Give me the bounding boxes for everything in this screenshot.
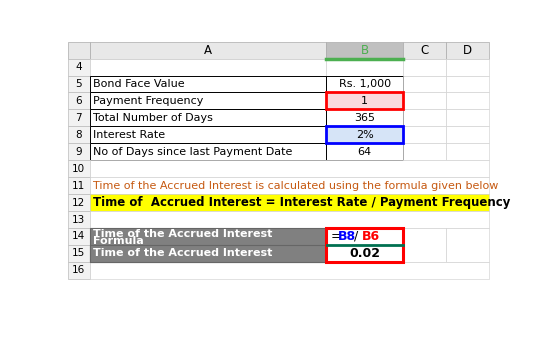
Bar [326, 126, 403, 143]
Bar [90, 211, 489, 228]
Text: Interest Rate: Interest Rate [93, 130, 166, 140]
Bar [403, 92, 446, 109]
Bar [446, 143, 489, 160]
Bar [68, 160, 90, 177]
Bar [68, 42, 90, 59]
Bar [68, 92, 90, 109]
Bar [403, 59, 446, 76]
Text: A: A [204, 44, 212, 57]
Text: B6: B6 [362, 230, 380, 243]
Bar [326, 92, 403, 109]
Text: 9: 9 [75, 147, 82, 157]
Bar [68, 211, 90, 228]
Bar [90, 194, 489, 211]
Bar [403, 126, 446, 143]
Text: Rs. 1,000: Rs. 1,000 [339, 79, 391, 89]
Text: No of Days since last Payment Date: No of Days since last Payment Date [93, 147, 293, 157]
Text: B8: B8 [338, 230, 356, 243]
Bar [446, 126, 489, 143]
Bar [90, 92, 326, 109]
Bar [326, 59, 403, 76]
Text: 6: 6 [75, 96, 82, 106]
Bar [446, 228, 489, 262]
Bar [446, 109, 489, 126]
Bar [90, 245, 326, 262]
Text: B: B [361, 44, 369, 57]
Text: 5: 5 [75, 79, 82, 89]
Text: Formula: Formula [93, 236, 144, 246]
Bar [68, 228, 90, 245]
Bar [326, 76, 403, 92]
Bar [446, 59, 489, 76]
Bar [90, 177, 489, 194]
Bar [446, 42, 489, 59]
Text: Time of the Accrued Interest: Time of the Accrued Interest [93, 248, 273, 259]
Text: 0.02: 0.02 [349, 247, 380, 260]
Text: Total Number of Days: Total Number of Days [93, 113, 213, 123]
Text: 2%: 2% [356, 130, 374, 140]
Bar [90, 126, 326, 143]
Bar [90, 262, 489, 279]
Text: Time of the Accrued Interest is calculated using the formula given below: Time of the Accrued Interest is calculat… [93, 181, 498, 191]
Text: C: C [421, 44, 429, 57]
Bar [326, 143, 403, 160]
Bar [68, 194, 90, 211]
Text: =: = [331, 230, 341, 243]
Bar [90, 59, 326, 76]
Bar [68, 245, 90, 262]
Bar [90, 42, 326, 59]
Text: 16: 16 [72, 265, 85, 275]
Text: 1: 1 [361, 96, 368, 106]
Text: 64: 64 [358, 147, 372, 157]
Bar [446, 76, 489, 92]
Bar [68, 143, 90, 160]
Text: Time of  Accrued Interest = Interest Rate / Payment Frequency: Time of Accrued Interest = Interest Rate… [93, 196, 510, 209]
Bar [68, 76, 90, 92]
Text: /: / [354, 230, 358, 243]
Bar [403, 42, 446, 59]
Text: 14: 14 [72, 231, 85, 242]
Text: 12: 12 [72, 197, 85, 208]
Bar [403, 143, 446, 160]
Text: 7: 7 [75, 113, 82, 123]
Bar [326, 228, 403, 262]
Bar [326, 126, 403, 143]
Bar [68, 59, 90, 76]
Bar [90, 228, 326, 262]
Text: 13: 13 [72, 214, 85, 225]
Bar [403, 76, 446, 92]
Bar [446, 92, 489, 109]
Bar [68, 126, 90, 143]
Bar [68, 109, 90, 126]
Bar [90, 160, 489, 177]
Text: 8: 8 [75, 130, 82, 140]
Bar [326, 42, 403, 59]
Bar [326, 109, 403, 126]
Bar [90, 76, 326, 92]
Text: D: D [463, 44, 472, 57]
Text: 10: 10 [72, 164, 85, 174]
Bar [90, 143, 326, 160]
Bar [68, 262, 90, 279]
Text: Bond Face Value: Bond Face Value [93, 79, 185, 89]
Bar [68, 177, 90, 194]
Bar [403, 109, 446, 126]
Bar [403, 228, 446, 262]
Text: 11: 11 [72, 181, 85, 191]
Text: 365: 365 [354, 113, 375, 123]
Bar [326, 92, 403, 109]
Bar [90, 109, 326, 126]
Text: Payment Frequency: Payment Frequency [93, 96, 204, 106]
Text: 15: 15 [72, 248, 85, 259]
Text: Time of the Accrued Interest: Time of the Accrued Interest [93, 229, 273, 239]
Text: 4: 4 [75, 62, 82, 72]
Bar [326, 228, 403, 262]
